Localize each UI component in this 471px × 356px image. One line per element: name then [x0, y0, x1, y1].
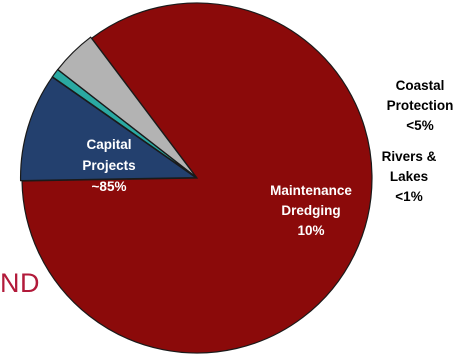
- slice-label-1: Maintenance Dredging 10%: [270, 183, 352, 238]
- slice-label-line: Projects: [82, 158, 135, 173]
- slice-label-line: <5%: [406, 118, 433, 133]
- pie-slices: [19, 2, 373, 354]
- slice-label-line: Protection: [387, 98, 454, 113]
- slice-label-line: 10%: [297, 223, 324, 238]
- slice-label-line: Dredging: [281, 203, 340, 218]
- slice-label-line: <1%: [395, 189, 422, 204]
- slice-label-0: Capital Projects ~85%: [82, 137, 135, 194]
- background-partial-text: ND: [0, 268, 40, 298]
- pie-slice-3: [56, 36, 197, 178]
- slice-label-line: Coastal: [396, 78, 445, 93]
- slice-label-line: Rivers &: [382, 149, 437, 164]
- slice-label-line: ~85%: [92, 179, 127, 194]
- slice-label-line: Capital: [86, 137, 131, 152]
- slice-label-line: Maintenance: [270, 183, 352, 198]
- slice-label-3: Coastal Protection <5%: [387, 78, 454, 133]
- pie-slice-1: [19, 76, 198, 182]
- pie-labels: Capital Projects ~85% Maintenance Dredging 10…: [82, 78, 453, 238]
- slice-label-line: Lakes: [390, 169, 428, 184]
- slice-label-2: Rivers & Lakes <1%: [382, 149, 437, 204]
